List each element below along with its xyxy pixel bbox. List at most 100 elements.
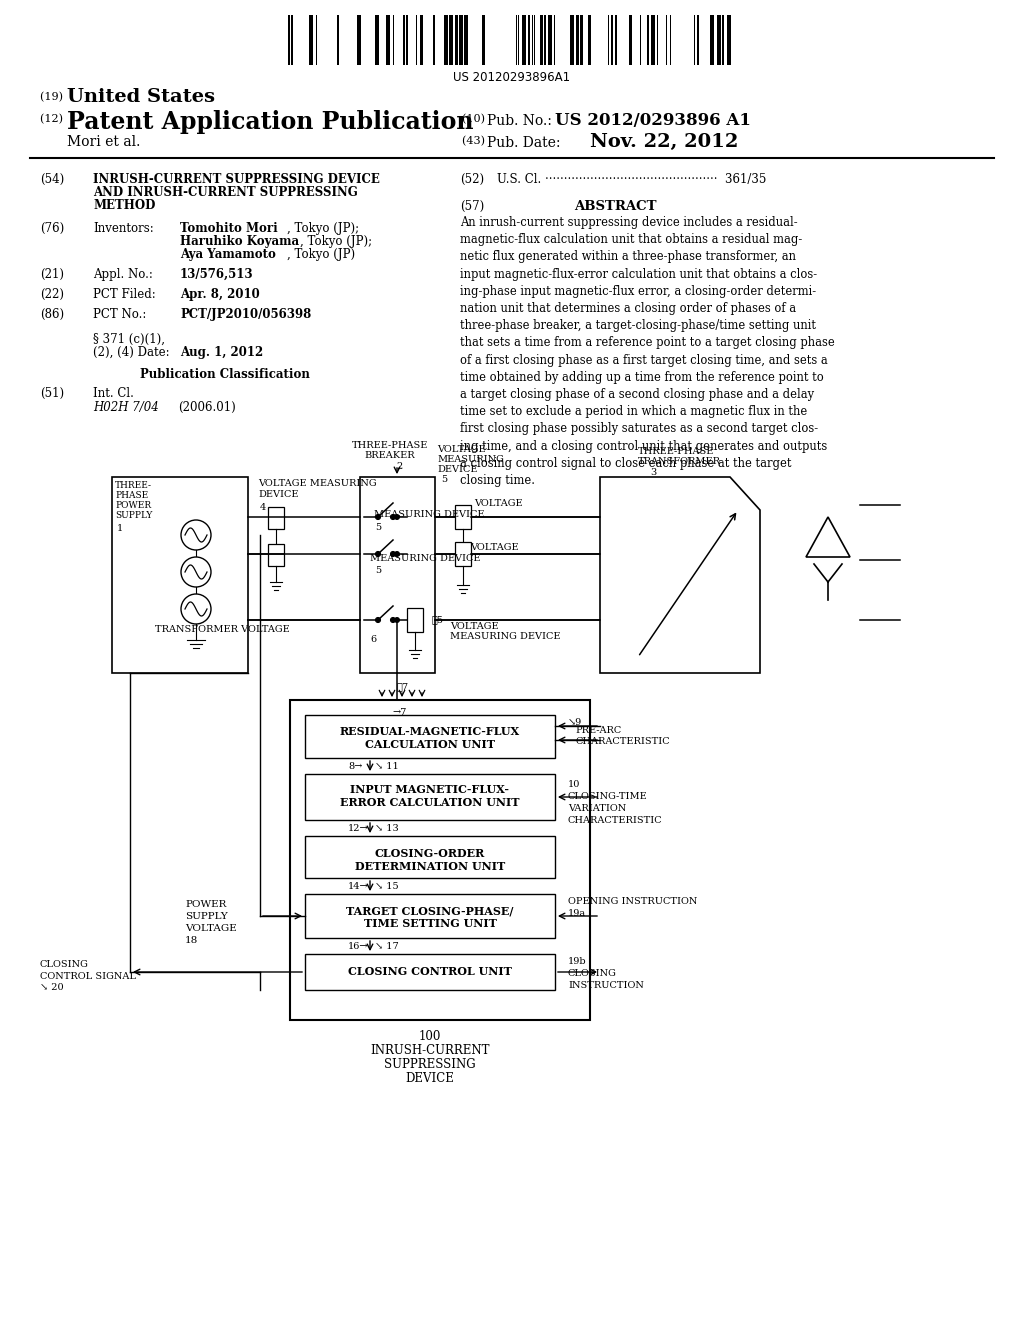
Bar — [288, 15, 290, 65]
Text: Patent Application Publication: Patent Application Publication — [67, 110, 473, 135]
Bar — [629, 15, 632, 65]
Text: CALCULATION UNIT: CALCULATION UNIT — [365, 739, 495, 750]
Text: PHASE: PHASE — [115, 491, 148, 500]
Text: Pub. Date:: Pub. Date: — [487, 136, 560, 150]
Text: Mori et al.: Mori et al. — [67, 135, 140, 149]
Text: CLOSING-TIME: CLOSING-TIME — [568, 792, 648, 801]
Text: (19): (19) — [40, 92, 67, 103]
Bar — [455, 543, 471, 566]
Text: ↘ 15: ↘ 15 — [375, 882, 398, 891]
Text: Aug. 1, 2012: Aug. 1, 2012 — [180, 346, 263, 359]
Text: DEVICE: DEVICE — [406, 1072, 455, 1085]
Bar — [528, 15, 530, 65]
Text: ↘ 11: ↘ 11 — [375, 762, 398, 771]
Text: (43): (43) — [462, 136, 488, 147]
Text: Inventors:: Inventors: — [93, 222, 154, 235]
Text: ↘ 13: ↘ 13 — [375, 824, 398, 833]
Text: 4: 4 — [260, 503, 266, 512]
Bar — [548, 15, 552, 65]
Bar — [570, 15, 574, 65]
Text: 14→: 14→ — [348, 882, 369, 891]
Bar — [522, 15, 526, 65]
Bar — [360, 477, 435, 673]
Text: THREE-PHASE: THREE-PHASE — [352, 441, 428, 450]
Text: ↘9: ↘9 — [568, 718, 583, 727]
Text: ✗5: ✗5 — [432, 615, 444, 624]
Text: 19b: 19b — [568, 957, 587, 966]
Text: CONTROL SIGNAL: CONTROL SIGNAL — [40, 972, 136, 981]
Text: (57): (57) — [460, 201, 484, 213]
Text: (10): (10) — [462, 114, 488, 124]
Circle shape — [394, 513, 400, 520]
Bar — [544, 15, 546, 65]
Bar — [482, 15, 485, 65]
Text: 8→: 8→ — [348, 762, 362, 771]
Bar — [357, 15, 361, 65]
Text: , Tokyo (JP);: , Tokyo (JP); — [287, 222, 359, 235]
Text: 16→: 16→ — [348, 942, 369, 950]
Circle shape — [181, 557, 211, 587]
Text: 5: 5 — [441, 475, 447, 484]
Text: CLOSING: CLOSING — [40, 960, 89, 969]
Text: Pub. No.:: Pub. No.: — [487, 114, 560, 128]
Text: INRUSH-CURRENT: INRUSH-CURRENT — [371, 1044, 489, 1057]
Text: PCT Filed:: PCT Filed: — [93, 288, 156, 301]
Text: Tomohito Mori: Tomohito Mori — [180, 222, 278, 235]
Text: METHOD: METHOD — [93, 199, 156, 213]
Text: MEASURING DEVICE: MEASURING DEVICE — [374, 510, 484, 519]
Circle shape — [181, 520, 211, 550]
Text: (12): (12) — [40, 114, 67, 124]
Bar — [459, 15, 463, 65]
Text: RESIDUAL-MAGNETIC-FLUX: RESIDUAL-MAGNETIC-FLUX — [340, 726, 520, 737]
Text: (76): (76) — [40, 222, 65, 235]
Text: TRANSFORMER: TRANSFORMER — [638, 457, 721, 466]
Text: DEVICE: DEVICE — [437, 465, 477, 474]
Bar — [290, 700, 590, 1020]
Text: (52): (52) — [460, 173, 484, 186]
Text: SUPPRESSING: SUPPRESSING — [384, 1059, 476, 1071]
Circle shape — [376, 618, 381, 623]
Bar — [112, 477, 248, 673]
Text: ABSTRACT: ABSTRACT — [573, 201, 656, 213]
Text: CHARACTERISTIC: CHARACTERISTIC — [575, 737, 670, 746]
Text: Haruhiko Koyama: Haruhiko Koyama — [180, 235, 299, 248]
Text: TRANSFORMER VOLTAGE: TRANSFORMER VOLTAGE — [155, 624, 290, 634]
Text: VOLTAGE: VOLTAGE — [474, 499, 522, 508]
Text: 1: 1 — [117, 524, 123, 533]
Polygon shape — [600, 477, 760, 673]
Bar — [268, 507, 284, 529]
Text: 3: 3 — [650, 469, 656, 477]
Text: 10: 10 — [568, 780, 581, 789]
Text: CLOSING CONTROL UNIT: CLOSING CONTROL UNIT — [348, 966, 512, 977]
Text: , Tokyo (JP);: , Tokyo (JP); — [300, 235, 372, 248]
Text: ✗7: ✗7 — [397, 682, 410, 690]
Text: (22): (22) — [40, 288, 63, 301]
Text: VARIATION: VARIATION — [568, 804, 627, 813]
Circle shape — [376, 515, 381, 520]
Text: DEVICE: DEVICE — [258, 490, 299, 499]
Text: TARGET CLOSING-PHASE/: TARGET CLOSING-PHASE/ — [346, 906, 514, 916]
Text: , Tokyo (JP): , Tokyo (JP) — [287, 248, 355, 261]
Text: INSTRUCTION: INSTRUCTION — [568, 981, 644, 990]
Text: (86): (86) — [40, 308, 65, 321]
Bar — [309, 15, 313, 65]
Circle shape — [181, 594, 211, 624]
Text: VOLTAGE: VOLTAGE — [185, 924, 237, 933]
Text: VOLTAGE: VOLTAGE — [450, 622, 499, 631]
Text: PCT No.:: PCT No.: — [93, 308, 146, 321]
Circle shape — [376, 552, 381, 557]
Text: OPENING INSTRUCTION: OPENING INSTRUCTION — [568, 898, 697, 906]
Text: 6: 6 — [370, 635, 376, 644]
Text: CLOSING-ORDER: CLOSING-ORDER — [375, 847, 485, 859]
Text: US 2012/0293896 A1: US 2012/0293896 A1 — [555, 112, 751, 129]
Circle shape — [390, 618, 395, 623]
Text: § 371 (c)(1),: § 371 (c)(1), — [93, 333, 165, 346]
Text: MEASURING: MEASURING — [437, 455, 504, 465]
Text: US 20120293896A1: US 20120293896A1 — [454, 71, 570, 84]
Text: 2: 2 — [396, 462, 402, 471]
Bar — [444, 15, 449, 65]
Bar — [710, 15, 714, 65]
Text: Apr. 8, 2010: Apr. 8, 2010 — [180, 288, 260, 301]
Text: MEASURING DEVICE: MEASURING DEVICE — [450, 632, 560, 642]
Bar — [615, 15, 617, 65]
